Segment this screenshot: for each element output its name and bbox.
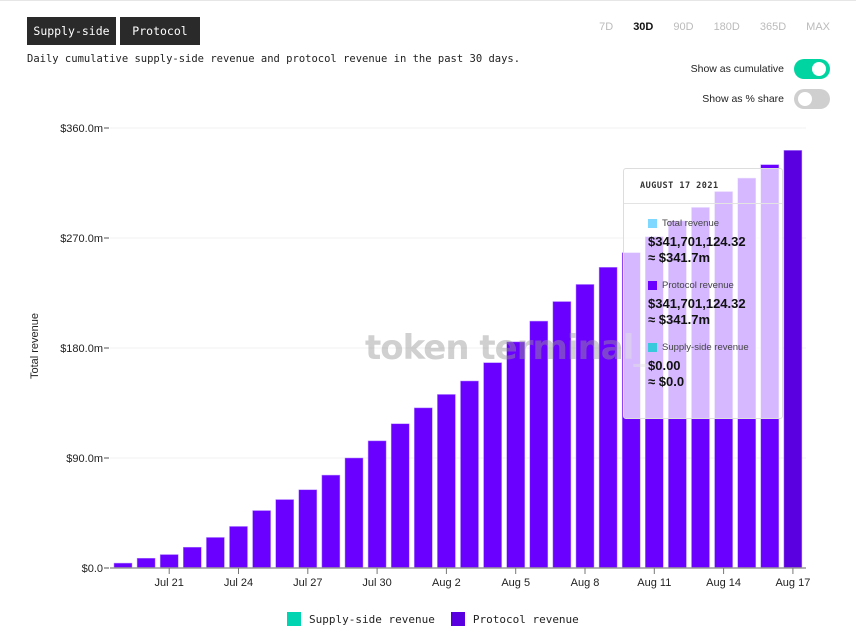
share-toggle-label: Show as % share (702, 93, 784, 105)
tooltip-value: $341,701,124.32 (648, 296, 746, 311)
tab-protocol[interactable]: Protocol (120, 17, 200, 45)
x-tick-label: Aug 14 (706, 577, 741, 589)
y-tick-label: $0.0 (82, 563, 103, 575)
bar-protocol (183, 546, 202, 569)
share-toggle[interactable] (794, 89, 830, 109)
bar-protocol (298, 489, 318, 569)
supply-swatch-icon (648, 343, 657, 352)
tooltip-label: Supply-side revenue (662, 342, 749, 353)
tooltip-date: AUGUST 17 2021 (624, 169, 782, 204)
bar-protocol (437, 394, 456, 569)
bar-protocol (136, 557, 156, 569)
tooltip-approx: ≈ $341.7m (648, 312, 711, 327)
y-tick-label: $180.0m (60, 343, 103, 355)
chart-legend: Supply-side revenue Protocol revenue (287, 612, 595, 626)
bar-protocol (460, 380, 479, 569)
x-tick-label: Aug 2 (432, 577, 461, 589)
bar-protocol (575, 284, 595, 569)
x-tick-label: Aug 11 (637, 577, 671, 589)
x-tick-label: Jul 21 (155, 577, 184, 589)
bar-protocol (159, 554, 179, 569)
top-divider (0, 0, 856, 1)
period-max[interactable]: MAX (806, 21, 830, 33)
bar-protocol (252, 510, 271, 569)
chart-description: Daily cumulative supply-side revenue and… (27, 53, 521, 65)
protocol-legend-swatch-icon (450, 612, 465, 626)
chart-tooltip: AUGUST 17 2021 Total revenue $341,701,12… (623, 168, 783, 419)
bar-protocol (206, 537, 225, 569)
bar-protocol (598, 267, 618, 569)
x-tick-label: Jul 30 (362, 577, 391, 589)
bar-protocol (367, 440, 387, 569)
legend-label: Protocol revenue (472, 612, 579, 626)
period-30d[interactable]: 30D (633, 21, 654, 33)
tab-supply-side[interactable]: Supply-side (27, 17, 116, 45)
x-tick-label: Aug 17 (775, 577, 810, 589)
x-tick-label: Jul 27 (293, 577, 322, 589)
x-tick-label: Aug 8 (571, 577, 600, 589)
period-180d[interactable]: 180D (713, 21, 740, 33)
y-tick-label: $360.0m (60, 123, 103, 135)
total-swatch-icon (648, 219, 657, 228)
bar-protocol (229, 526, 248, 569)
protocol-swatch-icon (648, 281, 657, 290)
bar-protocol (483, 362, 502, 569)
period-selector: 7D 30D 90D 180D 365D MAX (579, 21, 830, 33)
legend-label: Supply-side revenue (309, 612, 435, 626)
period-90d[interactable]: 90D (673, 21, 694, 33)
tooltip-value: $341,701,124.32 (648, 234, 746, 249)
x-tick-label: Aug 5 (501, 577, 530, 589)
tooltip-approx: ≈ $341.7m (648, 250, 711, 265)
tooltip-supply: Supply-side revenue $0.00 ≈ $0.0 (624, 342, 782, 390)
tooltip-approx: ≈ $0.0 (648, 374, 685, 389)
watermark: token terminal_ (365, 328, 650, 368)
x-tick-label: Jul 24 (224, 577, 253, 589)
cumulative-toggle[interactable] (794, 59, 830, 79)
bar-protocol (321, 474, 341, 569)
share-toggle-row: Show as % share (702, 89, 830, 109)
cumulative-toggle-label: Show as cumulative (690, 63, 784, 75)
bar-protocol (344, 457, 364, 569)
tooltip-label: Total revenue (662, 218, 720, 229)
tooltip-total: Total revenue $341,701,124.32 ≈ $341.7m (624, 218, 782, 266)
supply-legend-swatch-icon (287, 612, 301, 626)
bar-protocol (275, 499, 294, 569)
y-tick-label: $90.0m (66, 453, 103, 465)
cumulative-toggle-row: Show as cumulative (691, 59, 830, 79)
tooltip-value: $0.00 (648, 358, 681, 373)
tooltip-label: Protocol revenue (662, 280, 734, 291)
y-tick-label: $270.0m (60, 233, 103, 245)
bar-protocol (783, 150, 803, 569)
bar-protocol (414, 407, 433, 569)
tooltip-protocol: Protocol revenue $341,701,124.32 ≈ $341.… (624, 280, 782, 328)
legend-protocol[interactable]: Protocol revenue (450, 612, 579, 626)
period-365d[interactable]: 365D (759, 21, 787, 33)
period-7d[interactable]: 7D (599, 21, 614, 33)
bar-protocol (390, 423, 410, 569)
legend-supply-side[interactable]: Supply-side revenue (287, 612, 435, 626)
bar-protocol (506, 341, 525, 569)
